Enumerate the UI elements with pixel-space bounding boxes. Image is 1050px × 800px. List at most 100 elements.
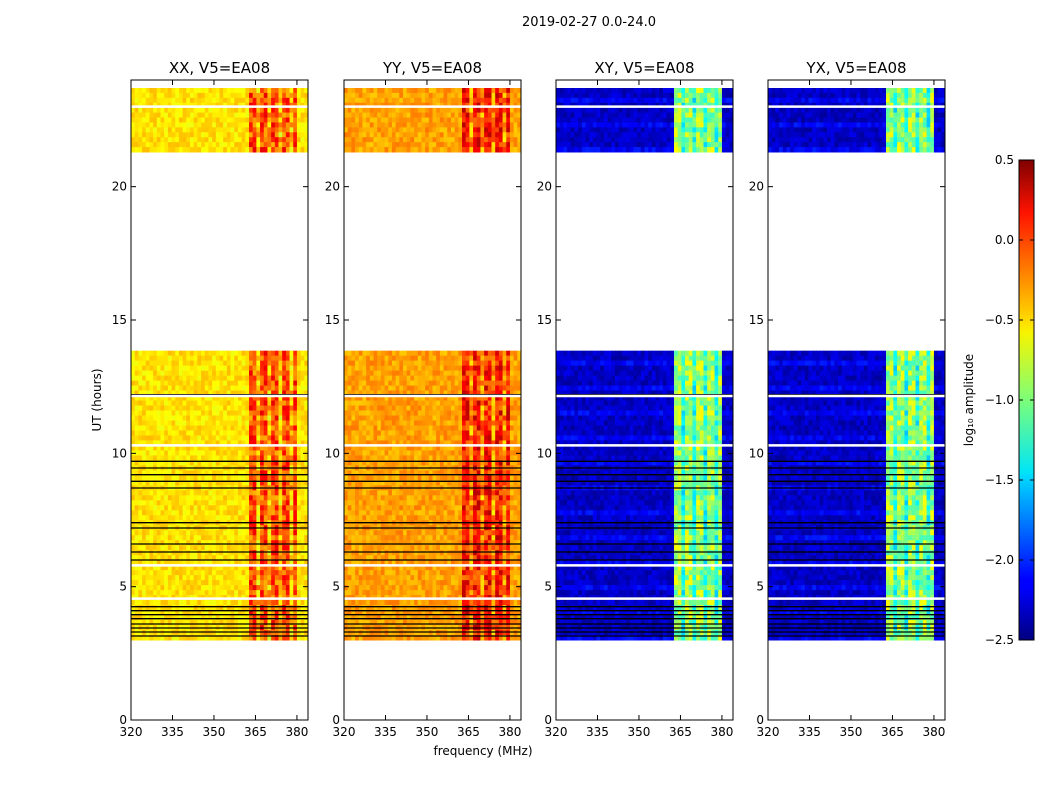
heatmap-cell <box>487 500 492 506</box>
heatmap-cell <box>190 600 195 606</box>
heatmap-cell <box>256 535 261 541</box>
heatmap-cell <box>171 440 176 446</box>
heatmap-cell <box>131 395 136 402</box>
heatmap-cell <box>263 490 268 496</box>
heatmap-cell <box>293 355 298 362</box>
heatmap-cell <box>241 430 246 436</box>
heatmap-cell <box>289 380 294 387</box>
heatmap-cell <box>355 505 360 511</box>
heatmap-cell <box>201 97 206 104</box>
heatmap-cell <box>215 112 220 119</box>
heatmap-cell <box>178 400 184 407</box>
heatmap-cell <box>142 565 147 571</box>
heatmap-cell <box>131 580 136 586</box>
heatmap-cell <box>476 380 481 387</box>
heatmap-cell <box>131 505 136 511</box>
heatmap-cell <box>208 505 213 511</box>
heatmap-cell <box>252 112 257 119</box>
heatmap-cell <box>178 365 184 372</box>
heatmap-cell <box>204 585 209 591</box>
heatmap-cell <box>476 440 481 446</box>
heatmap-cell <box>454 360 459 367</box>
heatmap-cell <box>395 470 400 476</box>
heatmap-cell <box>219 390 224 397</box>
heatmap-cell <box>263 565 268 571</box>
heatmap-cell <box>193 560 198 566</box>
heatmap-cell <box>145 147 150 153</box>
heatmap-cell <box>230 475 235 481</box>
heatmap-cell <box>234 380 239 387</box>
heatmap-cell <box>178 560 184 566</box>
heatmap-cell <box>476 455 481 461</box>
heatmap-cell <box>366 400 371 407</box>
heatmap-cell <box>296 445 302 451</box>
heatmap-cell <box>271 147 276 153</box>
heatmap-cell <box>362 385 367 392</box>
heatmap-cell <box>201 585 206 591</box>
heatmap-cell <box>355 455 360 461</box>
heatmap-cell <box>366 415 371 422</box>
heatmap-cell <box>190 420 195 426</box>
heatmap-cell <box>271 435 276 441</box>
heatmap-cell <box>190 545 195 551</box>
heatmap-cell <box>403 410 408 417</box>
heatmap-cell <box>241 635 246 641</box>
heatmap-cell <box>417 480 422 486</box>
heatmap-cell <box>436 445 441 451</box>
heatmap-cell <box>256 490 261 496</box>
heatmap-cell <box>167 550 173 556</box>
heatmap-cell <box>388 420 393 426</box>
heatmap-cell <box>215 630 220 636</box>
heatmap-cell <box>439 425 445 431</box>
heatmap-cell <box>134 390 139 397</box>
heatmap-cell <box>153 515 158 521</box>
heatmap-cell <box>149 375 154 382</box>
heatmap-cell <box>186 107 191 114</box>
heatmap-cell <box>509 500 515 506</box>
heatmap-cell <box>249 550 254 556</box>
heatmap-cell <box>502 445 507 451</box>
heatmap-cell <box>480 360 485 367</box>
heatmap-cell <box>182 445 187 451</box>
heatmap-cell <box>145 425 150 431</box>
heatmap-cell <box>300 505 305 511</box>
heatmap-cell <box>234 435 239 441</box>
heatmap-cell <box>160 400 165 407</box>
heatmap-cell <box>366 470 371 476</box>
heatmap-cell <box>369 435 374 441</box>
heatmap-cell <box>498 400 504 407</box>
heatmap-cell <box>234 440 239 446</box>
heatmap-cell <box>491 505 496 511</box>
heatmap-cell <box>138 122 143 128</box>
heatmap-cell <box>267 97 272 104</box>
heatmap-cell <box>495 475 500 481</box>
heatmap-cell <box>403 460 408 466</box>
heatmap-cell <box>491 380 496 387</box>
heatmap-cell <box>263 370 268 377</box>
heatmap-cell <box>439 460 445 466</box>
heatmap-cell <box>212 360 217 367</box>
heatmap-cell <box>182 605 187 611</box>
heatmap-cell <box>450 395 456 402</box>
heatmap-cell <box>304 500 309 506</box>
heatmap-cell <box>428 450 433 456</box>
heatmap-cell <box>274 605 279 611</box>
heatmap-cell <box>234 415 239 422</box>
heatmap-cell <box>304 127 309 133</box>
heatmap-cell <box>190 405 195 412</box>
heatmap-cell <box>506 480 511 486</box>
heatmap-cell <box>186 535 191 541</box>
heatmap-cell <box>428 415 433 422</box>
heatmap-cell <box>293 470 298 476</box>
heatmap-cell <box>178 132 184 138</box>
heatmap-cell <box>439 440 445 446</box>
heatmap-cell <box>282 450 287 456</box>
heatmap-cell <box>282 530 287 536</box>
heatmap-cell <box>443 350 448 357</box>
x-tick-label: 335 <box>161 725 184 739</box>
heatmap-cell <box>149 370 154 377</box>
heatmap-cell <box>289 555 294 561</box>
heatmap-cell <box>160 605 165 611</box>
heatmap-cell <box>212 112 217 119</box>
x-tick-label: 365 <box>244 725 267 739</box>
